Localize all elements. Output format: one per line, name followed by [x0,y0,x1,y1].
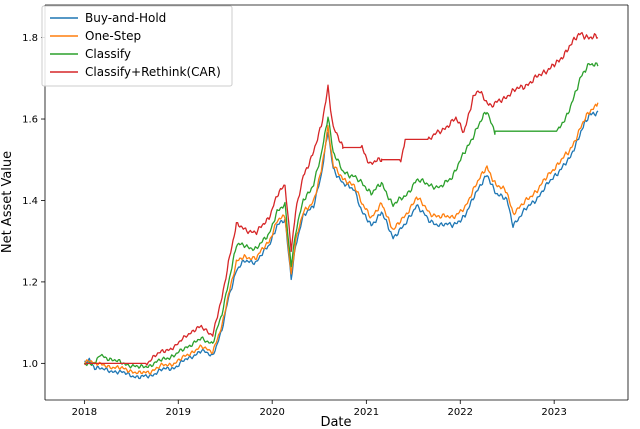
legend: Buy-and-Hold One-Step Classify Classify+Ret… [41,5,233,87]
x-tick-label: 2021 [354,407,379,418]
legend-label: Classify [85,47,131,61]
legend-label: Buy-and-Hold [85,11,166,25]
x-tick-label: 2020 [259,407,284,418]
legend-label: Classify+Rethink(CAR) [85,65,221,79]
y-tick-label: 1.6 [22,115,38,126]
y-tick-label: 1.8 [22,33,38,44]
series-lines [83,31,599,380]
legend-label: One-Step [85,29,141,43]
series-line-one-step [83,102,599,375]
y-tick-label: 1.4 [22,196,38,207]
x-tick-label: 2023 [541,407,566,418]
x-tick-label: 2019 [166,407,191,418]
y-axis-label: Net Asset Value [0,151,15,253]
series-line-buy-and-hold [84,110,599,380]
legend-entries: Buy-and-Hold One-Step Classify Classify+Ret… [50,11,221,79]
y-ticks: 1.0 1.2 1.4 1.6 1.8 [22,33,45,370]
series-line-classify [83,62,599,369]
y-tick-label: 1.2 [22,277,38,288]
x-tick-label: 2022 [448,407,473,418]
x-tick-label: 2018 [72,407,97,418]
series-line-classify-rethink-car- [84,31,599,366]
y-tick-label: 1.0 [22,359,38,370]
x-ticks: 2018 2019 2020 2021 2022 2023 [72,400,567,418]
legend-box [41,5,233,87]
x-axis-label: Date [320,415,351,429]
